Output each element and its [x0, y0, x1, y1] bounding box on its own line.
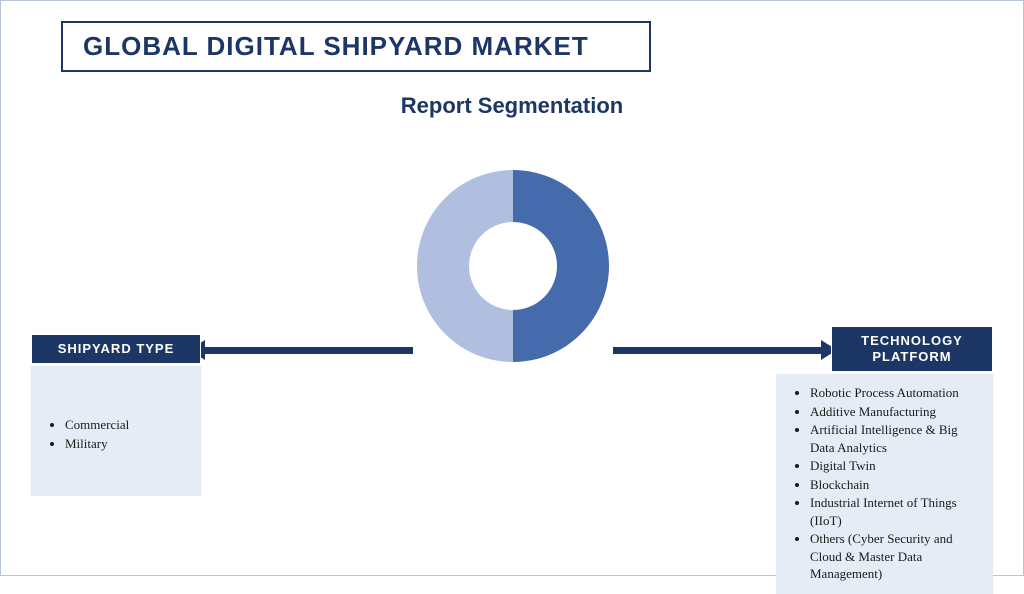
list-item: Robotic Process Automation: [810, 384, 975, 402]
title-box: GLOBAL DIGITAL SHIPYARD MARKET: [61, 21, 651, 72]
subtitle: Report Segmentation: [1, 93, 1023, 119]
segment-header-technology-platform: TECHNOLOGY PLATFORM: [831, 326, 993, 372]
donut-slice-left: [417, 170, 513, 362]
list-item: Commercial: [65, 416, 183, 434]
page-title: GLOBAL DIGITAL SHIPYARD MARKET: [83, 31, 589, 62]
segment-list-technology-platform: Robotic Process AutomationAdditive Manuf…: [776, 374, 993, 594]
arrow-left: [203, 347, 413, 354]
list-item: Military: [65, 435, 183, 453]
segment-header-shipyard-type: SHIPYARD TYPE: [31, 334, 201, 364]
list-item: Others (Cyber Security and Cloud & Maste…: [810, 530, 975, 583]
list-item: Additive Manufacturing: [810, 403, 975, 421]
shipyard-type-items: CommercialMilitary: [49, 416, 183, 452]
donut-chart: [413, 166, 613, 366]
donut-slice-right: [513, 170, 609, 362]
list-item: Blockchain: [810, 476, 975, 494]
list-item: Industrial Internet of Things (IIoT): [810, 494, 975, 529]
list-item: Artificial Intelligence & Big Data Analy…: [810, 421, 975, 456]
segment-list-shipyard-type: CommercialMilitary: [31, 366, 201, 496]
technology-platform-items: Robotic Process AutomationAdditive Manuf…: [794, 384, 975, 583]
arrow-right: [613, 347, 823, 354]
list-item: Digital Twin: [810, 457, 975, 475]
